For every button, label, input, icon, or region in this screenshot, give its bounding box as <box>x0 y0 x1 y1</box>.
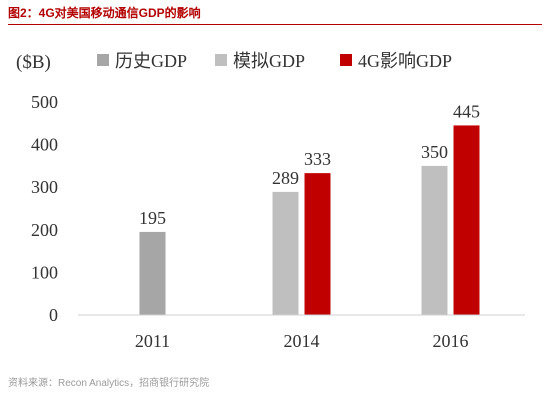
data-label: 333 <box>304 149 331 169</box>
y-tick-label: 200 <box>31 220 58 240</box>
bar <box>304 173 331 315</box>
legend-label: 历史GDP <box>115 51 187 71</box>
source-note: 资料来源：Recon Analytics，招商银行研究院 <box>8 378 210 389</box>
bars-group <box>139 125 480 316</box>
title-divider <box>8 24 542 25</box>
bar <box>139 231 166 315</box>
bar <box>272 191 299 315</box>
bar <box>421 165 448 315</box>
y-axis: 0 100 200 300 400 500 <box>31 92 58 325</box>
y-tick-label: 300 <box>31 177 58 197</box>
legend-swatch <box>340 54 352 66</box>
x-tick-label: 2014 <box>284 331 320 351</box>
legend: 历史GDP 模拟GDP 4G影响GDP <box>97 51 452 71</box>
figure-title: 图2：4G对美国移动通信GDP的影响 <box>8 6 201 20</box>
data-label: 289 <box>272 168 299 188</box>
y-tick-label: 100 <box>31 262 58 282</box>
legend-swatch <box>215 54 227 66</box>
bar <box>453 125 480 316</box>
data-label: 350 <box>421 142 448 162</box>
data-label: 445 <box>453 101 480 121</box>
y-axis-label: ($B) <box>16 52 51 73</box>
y-tick-label: 400 <box>31 135 58 155</box>
x-axis: 2011 2014 2016 <box>78 314 525 351</box>
x-tick-label: 2016 <box>433 331 469 351</box>
y-tick-label: 500 <box>31 92 58 112</box>
x-tick-label: 2011 <box>135 331 170 351</box>
legend-label: 4G影响GDP <box>358 51 452 71</box>
y-tick-label: 0 <box>49 305 58 325</box>
data-label: 195 <box>139 208 166 228</box>
legend-swatch <box>97 54 109 66</box>
legend-label: 模拟GDP <box>233 51 305 71</box>
